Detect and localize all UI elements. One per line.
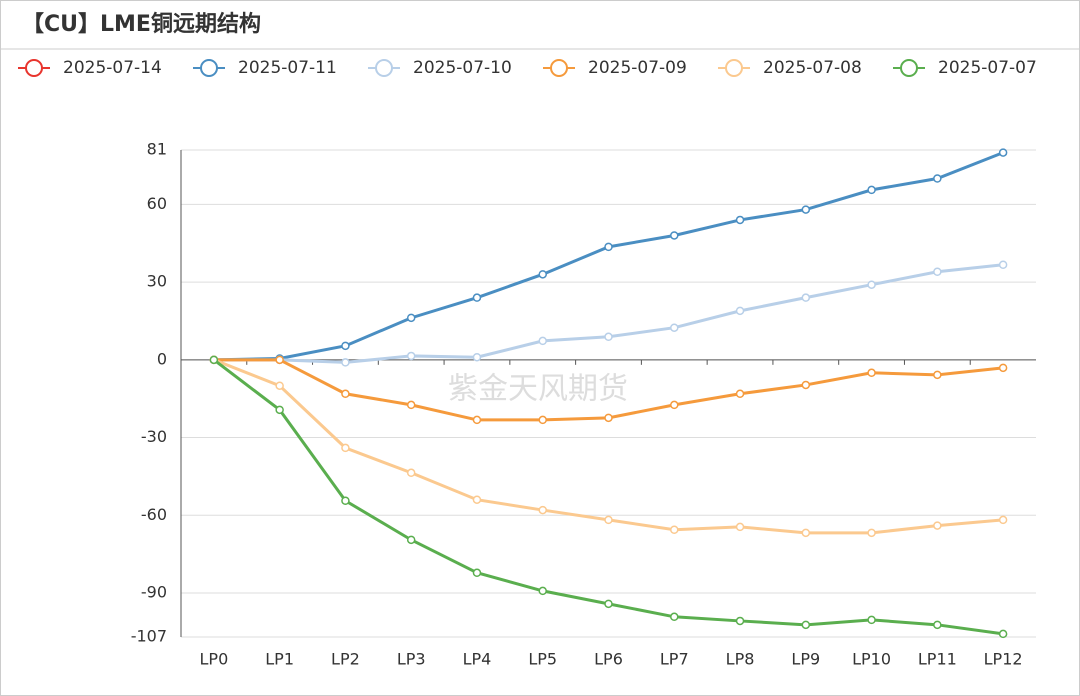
point	[604, 332, 613, 342]
point	[801, 293, 811, 302]
point	[670, 400, 679, 410]
y-tick-label: 30	[147, 272, 167, 291]
point	[735, 389, 745, 399]
point	[472, 352, 482, 362]
x-tick-label: LP8	[726, 650, 755, 669]
point	[735, 522, 745, 532]
point	[801, 528, 811, 538]
point	[998, 148, 1008, 157]
point	[604, 413, 613, 423]
point	[933, 521, 942, 530]
x-tick-label: LP11	[918, 650, 957, 669]
point	[933, 174, 942, 183]
x-tick-label: LP2	[331, 650, 360, 669]
point	[406, 313, 416, 323]
point	[341, 358, 350, 367]
point	[998, 363, 1008, 373]
point	[735, 306, 745, 316]
legend-label: 2025-07-08	[763, 58, 862, 78]
point	[341, 389, 350, 399]
point	[933, 267, 942, 276]
legend-label: 2025-07-11	[238, 58, 337, 78]
legend-icon	[375, 59, 393, 77]
legend-icon	[900, 59, 918, 77]
point	[538, 586, 547, 596]
point	[406, 351, 416, 361]
x-tick-label: LP6	[594, 650, 623, 669]
y-tick-label: 81	[147, 140, 167, 159]
point	[670, 525, 679, 535]
point	[801, 620, 811, 630]
point	[604, 599, 613, 609]
point	[998, 629, 1008, 639]
x-tick-label: LP7	[660, 650, 689, 669]
x-tick-label: LP12	[984, 650, 1023, 669]
legend-label: 2025-07-10	[413, 58, 512, 78]
y-tick-label: -30	[141, 427, 167, 446]
legend-label: 2025-07-09	[588, 58, 687, 78]
legend-icon	[200, 59, 218, 77]
point	[472, 495, 482, 504]
point	[209, 355, 219, 365]
point	[867, 185, 876, 195]
point	[867, 368, 876, 378]
x-tick-label: LP9	[791, 650, 820, 669]
point	[998, 260, 1008, 270]
point	[867, 280, 876, 289]
point	[867, 615, 876, 625]
point	[604, 515, 613, 525]
point	[670, 612, 679, 622]
point	[670, 231, 679, 240]
legend-icon	[25, 59, 43, 77]
point	[341, 496, 350, 505]
point	[998, 515, 1008, 525]
chart-title: 【CU】LME铜远期结构	[22, 11, 261, 37]
point	[275, 405, 284, 415]
point	[538, 415, 547, 425]
point	[406, 400, 416, 410]
point	[275, 355, 284, 365]
point	[670, 323, 679, 332]
point	[341, 341, 350, 351]
point	[538, 270, 547, 279]
point	[406, 468, 416, 478]
legend-icon	[725, 59, 743, 77]
point	[472, 293, 482, 302]
x-tick-label: LP10	[852, 650, 891, 669]
point	[604, 242, 613, 252]
legend-label: 2025-07-14	[63, 58, 162, 78]
point	[735, 616, 745, 626]
y-tick-label: -60	[141, 505, 167, 524]
x-tick-label: LP5	[528, 650, 557, 669]
point	[538, 336, 547, 346]
y-tick-label: -107	[131, 627, 167, 646]
point	[933, 370, 942, 380]
point	[472, 415, 482, 425]
x-tick-label: LP4	[463, 650, 492, 669]
point	[341, 443, 350, 453]
point	[735, 215, 745, 225]
point	[801, 205, 811, 214]
point	[538, 505, 547, 515]
point	[867, 528, 876, 538]
y-tick-label: -90	[141, 582, 167, 601]
y-tick-label: 60	[147, 194, 167, 213]
x-tick-label: LP3	[397, 650, 426, 669]
y-tick-label: 0	[157, 349, 167, 368]
legend-icon	[550, 59, 568, 77]
point	[801, 380, 811, 390]
point	[472, 568, 482, 578]
watermark: 紫金天风期货	[448, 372, 628, 407]
x-tick-label: LP0	[200, 650, 229, 669]
x-tick-label: LP1	[265, 650, 294, 669]
point	[406, 535, 416, 545]
point	[275, 381, 284, 390]
point	[933, 620, 942, 630]
legend-label: 2025-07-07	[938, 58, 1037, 78]
